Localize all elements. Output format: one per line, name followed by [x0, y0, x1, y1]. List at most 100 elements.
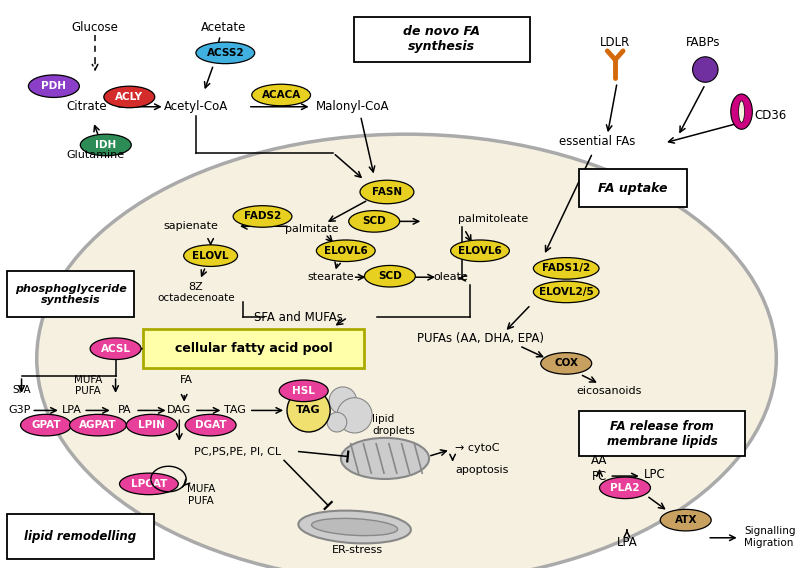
Text: stearate: stearate: [307, 272, 354, 282]
Ellipse shape: [341, 438, 428, 479]
Ellipse shape: [533, 281, 598, 302]
Text: Glutamine: Glutamine: [67, 150, 124, 160]
Text: MUFA: MUFA: [186, 484, 215, 494]
Text: ACSL: ACSL: [100, 344, 131, 354]
Ellipse shape: [252, 84, 310, 106]
Ellipse shape: [196, 42, 254, 64]
Text: cellular fatty acid pool: cellular fatty acid pool: [175, 342, 332, 355]
Text: lipid remodelling: lipid remodelling: [24, 530, 136, 544]
Text: palmitate: palmitate: [285, 224, 338, 234]
Ellipse shape: [28, 75, 79, 98]
Ellipse shape: [348, 211, 399, 232]
Ellipse shape: [103, 86, 155, 108]
Text: apoptosis: apoptosis: [455, 465, 508, 475]
Text: Signalling: Signalling: [743, 526, 795, 536]
Ellipse shape: [37, 134, 776, 574]
Text: AA: AA: [590, 454, 607, 467]
FancyBboxPatch shape: [7, 514, 154, 559]
Text: ATX: ATX: [674, 515, 696, 525]
Text: de novo FA
synthesis: de novo FA synthesis: [403, 25, 480, 53]
Text: Glucose: Glucose: [71, 21, 119, 34]
Text: LPCAT: LPCAT: [131, 479, 167, 489]
Ellipse shape: [233, 205, 292, 227]
Text: ELOVL6: ELOVL6: [458, 246, 501, 256]
Text: PUFA: PUFA: [188, 495, 213, 506]
Text: PUFAs (AA, DHA, EPA): PUFAs (AA, DHA, EPA): [416, 332, 543, 346]
Text: ACLY: ACLY: [115, 92, 143, 102]
Ellipse shape: [316, 240, 375, 262]
Text: DAG: DAG: [167, 405, 191, 416]
Ellipse shape: [659, 509, 711, 531]
Text: PA: PA: [117, 405, 131, 416]
FancyBboxPatch shape: [578, 412, 744, 456]
Text: lipid
droplets: lipid droplets: [372, 414, 415, 436]
Ellipse shape: [70, 414, 126, 436]
Text: SFA: SFA: [12, 385, 30, 395]
Text: ELOVL6: ELOVL6: [323, 246, 367, 256]
Text: AGPAT: AGPAT: [79, 420, 116, 430]
Text: DGAT: DGAT: [195, 420, 226, 430]
FancyBboxPatch shape: [143, 329, 364, 369]
Text: ER-stress: ER-stress: [331, 545, 383, 554]
Text: SCD: SCD: [362, 216, 386, 226]
Text: LPA: LPA: [62, 405, 81, 416]
Text: FADS1/2: FADS1/2: [541, 263, 589, 273]
Ellipse shape: [119, 473, 178, 495]
Ellipse shape: [279, 380, 328, 402]
Text: TAG: TAG: [224, 405, 245, 416]
FancyBboxPatch shape: [353, 17, 529, 61]
Text: ACSS2: ACSS2: [206, 48, 244, 58]
Circle shape: [329, 387, 356, 414]
Text: octadecenoate: octadecenoate: [157, 293, 234, 302]
Text: LPC: LPC: [642, 468, 664, 480]
Text: sapienate: sapienate: [164, 221, 218, 231]
Ellipse shape: [533, 258, 598, 279]
Circle shape: [691, 57, 717, 82]
Text: Citrate: Citrate: [67, 100, 107, 113]
Ellipse shape: [298, 511, 411, 544]
Text: ACACA: ACACA: [261, 90, 301, 100]
Text: G3P: G3P: [8, 405, 30, 416]
Ellipse shape: [126, 414, 177, 436]
Ellipse shape: [185, 414, 236, 436]
Text: PUFA: PUFA: [75, 386, 101, 396]
Text: ELOVL: ELOVL: [192, 251, 229, 261]
Text: phosphoglyceride
synthesis: phosphoglyceride synthesis: [14, 284, 126, 305]
Text: PDH: PDH: [42, 81, 67, 91]
Text: Malonyl-CoA: Malonyl-CoA: [315, 100, 389, 113]
Text: palmitoleate: palmitoleate: [458, 215, 528, 224]
Ellipse shape: [450, 240, 508, 262]
Circle shape: [326, 412, 346, 432]
Text: PC,PS,PE, PI, CL: PC,PS,PE, PI, CL: [193, 447, 280, 456]
Text: FA release from
membrane lipids: FA release from membrane lipids: [606, 420, 717, 448]
Ellipse shape: [738, 101, 743, 122]
Circle shape: [286, 389, 330, 432]
Circle shape: [337, 398, 372, 433]
Text: COX: COX: [553, 358, 577, 369]
Text: LDLR: LDLR: [599, 36, 630, 49]
Text: CD36: CD36: [753, 109, 786, 122]
Text: SFA and MUFAs: SFA and MUFAs: [254, 311, 342, 324]
Ellipse shape: [21, 414, 71, 436]
Ellipse shape: [80, 134, 131, 156]
Text: eicosanoids: eicosanoids: [576, 386, 641, 396]
FancyBboxPatch shape: [7, 272, 134, 317]
Ellipse shape: [599, 477, 650, 499]
Text: SCD: SCD: [378, 272, 401, 281]
Ellipse shape: [359, 180, 413, 204]
Ellipse shape: [364, 265, 415, 287]
Text: FABPs: FABPs: [685, 36, 719, 49]
Ellipse shape: [90, 338, 141, 359]
Text: GPAT: GPAT: [31, 420, 61, 430]
Ellipse shape: [540, 352, 591, 374]
Ellipse shape: [184, 245, 237, 266]
Ellipse shape: [311, 518, 397, 536]
Text: ELOVL2/5: ELOVL2/5: [538, 287, 593, 297]
Text: → cytoC: → cytoC: [454, 443, 498, 453]
Text: FADS2: FADS2: [244, 211, 281, 222]
Text: PLA2: PLA2: [610, 483, 639, 493]
Text: TAG: TAG: [296, 405, 321, 416]
Text: FA: FA: [180, 375, 192, 385]
Text: Acetyl-CoA: Acetyl-CoA: [164, 100, 228, 113]
Ellipse shape: [730, 94, 751, 129]
